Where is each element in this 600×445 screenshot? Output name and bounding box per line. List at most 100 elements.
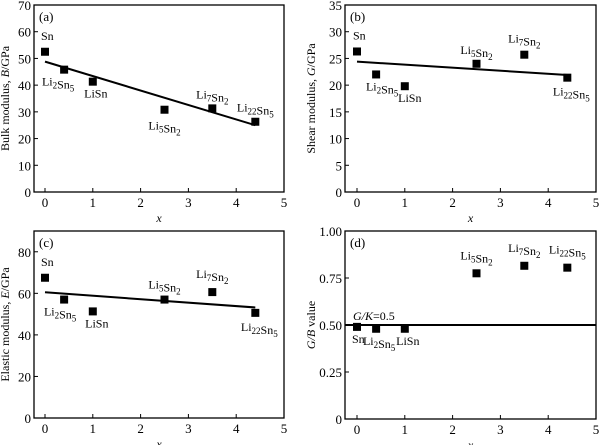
- data-point: [251, 308, 260, 317]
- element-symbol: Li: [366, 79, 377, 93]
- x-tick-label: 0: [354, 195, 361, 210]
- y-tick-label: 25: [329, 51, 342, 66]
- y-tick-label: 80: [18, 245, 31, 260]
- y-tick-label: 30: [18, 105, 31, 120]
- x-tick-label: 3: [185, 195, 192, 210]
- subscript: 5: [72, 314, 77, 324]
- point-label: Li2Sn5: [44, 305, 77, 324]
- y-tick-label: 0.25: [319, 365, 342, 380]
- y-axis-symbol: G: [304, 67, 318, 76]
- subscript: 22: [560, 249, 569, 259]
- y-axis-label: Shear modulus, G/GPa: [304, 43, 318, 154]
- y-tick-label: 0.75: [319, 271, 342, 286]
- x-tick-label: 4: [545, 422, 552, 437]
- data-point: [563, 73, 572, 82]
- data-point: [563, 263, 572, 272]
- x-axis-label: x: [467, 211, 474, 225]
- element-symbol: Sn: [569, 246, 582, 260]
- y-tick-label: 0: [336, 412, 343, 427]
- x-tick-label: 1: [402, 195, 409, 210]
- element-symbol: Sn: [211, 90, 224, 104]
- panel-label: (a): [39, 9, 53, 24]
- subscript: 2: [536, 250, 541, 260]
- subscript: 2: [374, 340, 379, 350]
- point-label: Li2Sn5: [366, 79, 399, 98]
- element-symbol: Sn: [59, 308, 72, 322]
- y-tick-label: 0: [25, 411, 32, 426]
- point-label: Li5Sn2: [460, 248, 492, 267]
- element-symbol: Li: [460, 248, 471, 262]
- y-axis-text: Bulk modulus,: [0, 77, 12, 151]
- y-axis-label: Elastic modulus, E/GPa: [0, 267, 12, 382]
- x-tick-label: 4: [545, 195, 552, 210]
- subscript: 5: [471, 254, 476, 264]
- element-symbol: Sn: [41, 255, 54, 269]
- data-point: [520, 261, 529, 270]
- data-point: [41, 47, 49, 56]
- x-tick-label: 2: [137, 421, 144, 436]
- subscript: 5: [70, 84, 75, 94]
- element-symbol: Li: [84, 87, 95, 101]
- element-symbol: Sn: [261, 323, 274, 337]
- element-symbol: Li: [237, 101, 248, 115]
- subscript: 2: [488, 257, 493, 267]
- element-symbol: Li: [549, 243, 560, 257]
- element-symbol: Li: [363, 334, 374, 348]
- point-label: Li5Sn2: [148, 278, 180, 297]
- point-label: Li5Sn2: [148, 119, 180, 138]
- data-point: [41, 273, 49, 282]
- annotation-symbol: G/K: [353, 309, 374, 323]
- element-symbol: Sn: [257, 104, 270, 118]
- y-tick-label: 40: [18, 328, 31, 343]
- y-tick-label: 20: [18, 369, 31, 384]
- element-symbol: Li: [553, 85, 564, 99]
- x-tick-label: 1: [402, 422, 409, 437]
- data-point: [520, 50, 529, 59]
- data-point: [400, 82, 409, 91]
- x-tick-label: 1: [90, 195, 97, 210]
- y-axis-symbol: B: [0, 69, 12, 77]
- annotation: G/K=0.5: [353, 309, 395, 323]
- point-label: Sn: [41, 29, 54, 43]
- y-tick-label: 40: [18, 78, 31, 93]
- element-symbol: Sn: [381, 82, 394, 96]
- element-symbol: Li: [196, 87, 207, 101]
- annotation-value: =0.5: [373, 309, 395, 323]
- x-tick-label: 5: [593, 422, 600, 437]
- data-point: [372, 324, 381, 333]
- y-tick-label: 0: [25, 185, 32, 200]
- point-label: Li22Sn5: [549, 243, 586, 262]
- y-axis-text: /GPa: [0, 267, 12, 292]
- x-tick-label: 5: [593, 195, 600, 210]
- x-tick-label: 0: [42, 195, 49, 210]
- y-axis-text: /GPa: [304, 43, 318, 68]
- fit-line: [44, 60, 256, 127]
- subscript: 22: [248, 107, 257, 117]
- point-label: Li22Sn5: [241, 320, 278, 339]
- data-point: [400, 324, 409, 333]
- subscript: 22: [564, 91, 573, 101]
- y-tick-label: 10: [329, 132, 342, 147]
- y-tick-label: 30: [329, 25, 342, 40]
- subscript: 5: [471, 49, 476, 59]
- element-symbol: Sn: [96, 316, 109, 330]
- panel-label: (d): [350, 235, 365, 250]
- element-symbol: Li: [396, 334, 407, 348]
- y-tick-label: 60: [18, 25, 31, 40]
- element-symbol: Sn: [409, 91, 422, 105]
- element-symbol: Li: [42, 75, 53, 89]
- element-symbol: Li: [460, 43, 471, 57]
- subscript: 2: [536, 41, 541, 51]
- x-tick-label: 0: [42, 421, 49, 436]
- element-symbol: Li: [508, 32, 519, 46]
- subscript: 7: [519, 247, 524, 257]
- subscript: 5: [159, 284, 164, 294]
- data-point: [353, 322, 361, 331]
- subscript: 2: [488, 52, 493, 62]
- element-symbol: Li: [398, 91, 409, 105]
- element-symbol: Sn: [163, 281, 176, 295]
- y-tick-label: 0: [336, 185, 343, 200]
- x-tick-label: 3: [185, 421, 192, 436]
- y-tick-label: 70: [18, 0, 31, 13]
